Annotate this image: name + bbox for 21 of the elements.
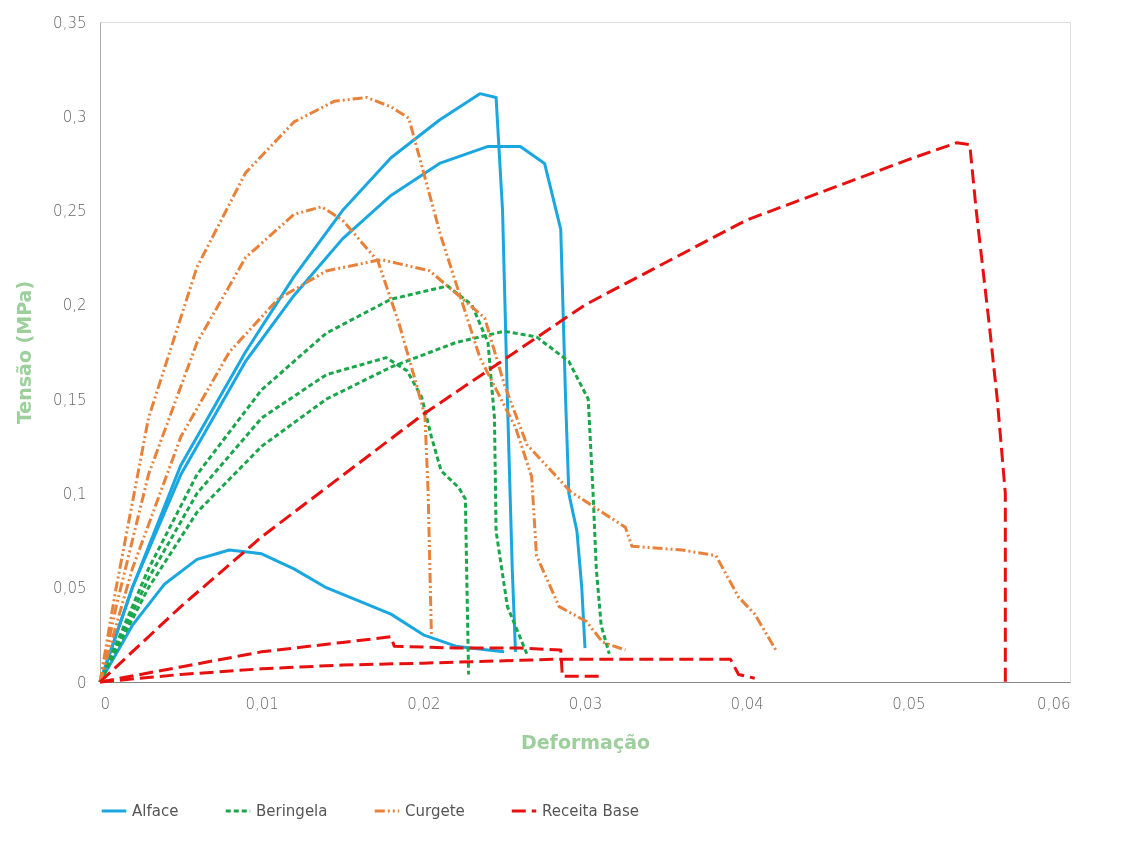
y-tick-label: 0,3 bbox=[62, 107, 87, 126]
x-tick-label: 0,03 bbox=[568, 694, 603, 713]
x-axis-title: Deformação bbox=[520, 730, 651, 753]
x-tick-label: 0,04 bbox=[730, 694, 764, 713]
y-tick-label: 0,05 bbox=[53, 579, 87, 598]
y-tick-label: 0,15 bbox=[53, 390, 87, 409]
legend-label: Alface bbox=[132, 802, 179, 820]
y-tick-label: 0,25 bbox=[53, 202, 87, 221]
legend-label: Beringela bbox=[256, 802, 328, 820]
x-tick-label: 0,01 bbox=[245, 694, 279, 713]
y-tick-label: 0,35 bbox=[53, 13, 87, 32]
y-tick-label: 0,1 bbox=[62, 484, 87, 503]
y-tick-label: 0,2 bbox=[62, 296, 87, 315]
legend-label: Curgete bbox=[405, 802, 465, 820]
x-tick-label: 0 bbox=[100, 694, 111, 713]
legend-label: Receita Base bbox=[542, 802, 639, 820]
y-axis-title: Tensão (MPa) bbox=[13, 280, 36, 425]
y-tick-label: 0 bbox=[76, 673, 87, 692]
x-tick-label: 0,02 bbox=[407, 694, 441, 713]
x-tick-label: 0,06 bbox=[1037, 694, 1071, 713]
x-tick-label: 0,05 bbox=[892, 694, 926, 713]
